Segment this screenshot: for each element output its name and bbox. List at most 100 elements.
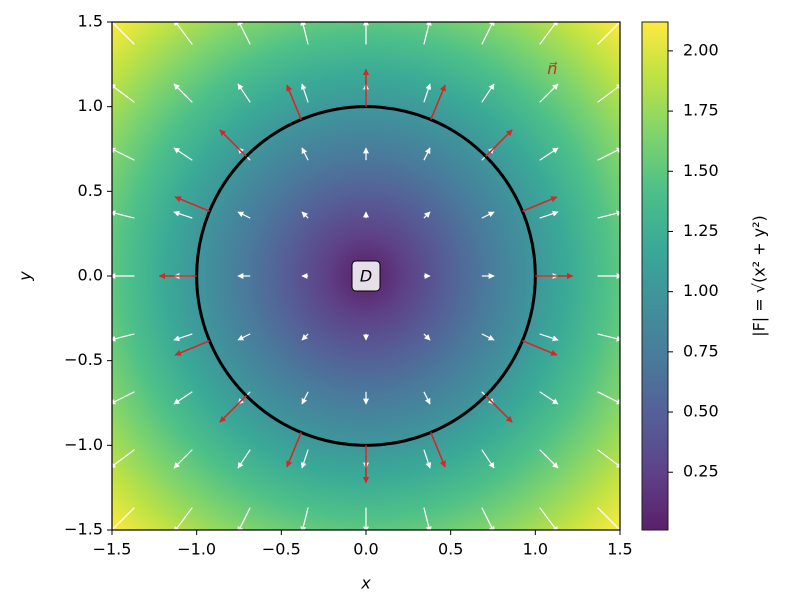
field-arrow	[423, 147, 431, 161]
field-arrow	[300, 507, 309, 533]
field-arrow	[423, 449, 432, 469]
field-arrow	[300, 449, 309, 469]
field-arrow	[597, 19, 623, 45]
field-arrow	[597, 391, 623, 405]
field-arrow	[300, 83, 309, 103]
normal-arrow	[219, 395, 247, 423]
y-tick-label: −1.0	[64, 435, 103, 454]
x-axis-label: x	[360, 574, 371, 593]
field-arrow	[481, 333, 495, 341]
field-arrow	[539, 147, 559, 161]
x-tick-label: −1.0	[177, 540, 216, 559]
x-tick-label: 0.0	[353, 540, 378, 559]
y-tick-label: 1.5	[78, 12, 103, 31]
field-arrow	[597, 507, 623, 533]
colorbar-label: |F| = √(x² + y²)	[750, 215, 769, 337]
y-tick-label: −0.5	[64, 350, 103, 369]
field-arrow	[109, 210, 135, 219]
field-arrow	[237, 211, 251, 219]
colorbar-tick-label: 0.50	[683, 402, 719, 421]
field-arrow	[481, 211, 495, 219]
field-arrow	[301, 211, 309, 219]
x-tick-label: 0.5	[438, 540, 463, 559]
field-arrow	[109, 19, 135, 45]
field-arrow	[481, 83, 495, 103]
y-axis-label: y	[16, 271, 35, 282]
field-arrow	[173, 19, 193, 45]
field-arrow	[109, 147, 135, 161]
field-arrow	[539, 333, 559, 342]
field-arrow	[237, 507, 251, 533]
colorbar-tick-label: 1.25	[683, 221, 719, 240]
field-arrow	[301, 391, 309, 405]
normal-arrow	[286, 84, 302, 120]
normal-arrow	[174, 196, 210, 212]
field-arrow	[300, 19, 309, 45]
field-arrow	[423, 507, 432, 533]
normal-arrow	[485, 129, 513, 157]
field-arrow	[109, 449, 135, 469]
field-arrow	[237, 333, 251, 341]
x-tick-label: 1.5	[607, 540, 632, 559]
field-arrow	[539, 210, 559, 219]
field-arrow	[481, 507, 495, 533]
region-label: D	[360, 267, 372, 286]
y-tick-label: −1.5	[64, 520, 103, 539]
field-arrow	[423, 83, 432, 103]
field-arrow	[173, 507, 193, 533]
normal-arrow	[430, 432, 446, 468]
field-arrow	[173, 333, 193, 342]
field-arrow	[173, 147, 193, 161]
colorbar-tick-label: 2.00	[683, 40, 719, 59]
normal-arrow	[286, 432, 302, 468]
field-arrow	[597, 333, 623, 342]
field-arrow	[237, 19, 251, 45]
field-arrow	[481, 19, 495, 45]
region-label-box	[351, 260, 381, 292]
field-arrow	[539, 391, 559, 405]
x-tick-label: 1.0	[523, 540, 548, 559]
field-arrow	[301, 333, 309, 341]
field-arrow	[423, 333, 431, 341]
colorbar-tick-label: 0.75	[683, 341, 719, 360]
normal-label: n⃗	[547, 59, 557, 78]
colorbar-tick-label: 1.75	[683, 101, 719, 120]
field-arrow	[237, 83, 251, 103]
field-arrow	[539, 83, 559, 103]
field-arrow	[173, 83, 193, 103]
colorbar-tick-label: 0.25	[683, 462, 719, 481]
y-tick-label: 0.5	[78, 181, 103, 200]
field-arrow	[539, 507, 559, 533]
field-arrow	[173, 210, 193, 219]
field-arrow	[173, 449, 193, 469]
normal-arrow	[174, 340, 210, 356]
normal-arrow	[219, 129, 247, 157]
colorbar-tick-label: 1.50	[683, 161, 719, 180]
field-arrow	[539, 449, 559, 469]
field-arrow	[237, 449, 251, 469]
colorbar	[641, 21, 669, 531]
x-tick-label: −1.5	[93, 540, 132, 559]
field-arrow	[423, 391, 431, 405]
field-arrow	[423, 19, 432, 45]
normal-arrow	[485, 395, 513, 423]
field-arrow	[539, 19, 559, 45]
colorbar-tick-label: 1.00	[683, 281, 719, 300]
normal-arrow	[430, 84, 446, 120]
field-arrow	[597, 147, 623, 161]
field-arrow	[109, 507, 135, 533]
field-arrow	[423, 211, 431, 219]
field-arrow	[481, 449, 495, 469]
x-tick-label: −0.5	[262, 540, 301, 559]
y-tick-label: 1.0	[78, 96, 103, 115]
field-arrow	[597, 210, 623, 219]
normal-arrow	[522, 340, 558, 356]
field-arrow	[597, 449, 623, 469]
field-arrow	[109, 83, 135, 103]
field-arrow	[109, 391, 135, 405]
field-arrow	[597, 83, 623, 103]
field-arrow	[301, 147, 309, 161]
field-arrow	[173, 391, 193, 405]
normal-arrow	[522, 196, 558, 212]
